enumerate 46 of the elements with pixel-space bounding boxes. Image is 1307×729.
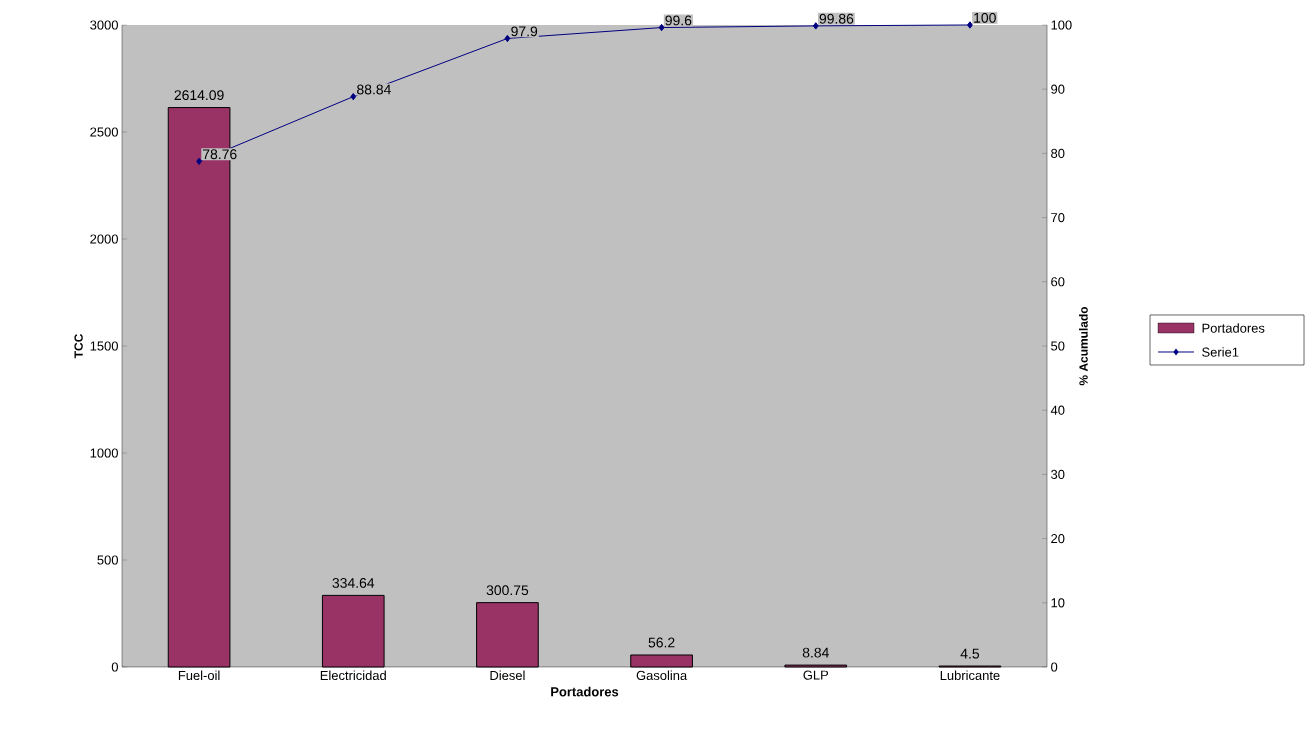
y2-tick-label: 80 (1051, 148, 1065, 158)
x-axis-title: Portadores (551, 686, 619, 697)
data-label: 88.84 (357, 84, 391, 95)
y-tick-label: 0 (111, 662, 118, 672)
y2-tick-label: 90 (1051, 84, 1065, 94)
y-tick-label: 2000 (90, 234, 118, 244)
y-tick-label: 1000 (90, 448, 118, 458)
data-label: 300.75 (486, 585, 529, 596)
data-label: 56.2 (648, 637, 675, 648)
y2-tick-label: 30 (1051, 469, 1065, 479)
point (658, 23, 665, 32)
y2-axis-title: % Acumulado (1079, 306, 1088, 386)
legend-label: Serie1 (1202, 347, 1239, 357)
x-tick-label: GLP (803, 670, 829, 680)
legend-label: Portadores (1202, 323, 1265, 333)
y2-tick-label: 10 (1051, 598, 1065, 608)
data-label: 100 (974, 12, 996, 23)
x-tick-label: Lubricante (940, 670, 1000, 681)
y2-tick-label: 50 (1051, 341, 1065, 351)
data-label: 97.9 (511, 26, 538, 37)
data-label: 2614.09 (174, 90, 224, 101)
data-label: 99.86 (819, 13, 854, 24)
y-tick-label: 2500 (90, 127, 118, 137)
y2-tick-label: 70 (1051, 213, 1065, 223)
y-tick-label: 500 (97, 555, 118, 565)
data-label: 334.64 (332, 577, 375, 588)
y-axis-title: TCC (74, 334, 83, 359)
point (967, 21, 973, 29)
x-tick-label: Diesel (490, 670, 525, 681)
y-tick-label: 3000 (90, 20, 118, 30)
x-tick-label: Electricidad (320, 670, 386, 681)
data-label: 99.6 (665, 15, 692, 26)
y-tick-label: 1500 (90, 341, 118, 351)
x-tick-label: Fuel-oil (178, 670, 220, 681)
y2-tick-label: 60 (1051, 277, 1065, 287)
x-tick-label: Gasolina (636, 670, 688, 681)
y2-tick-label: 40 (1050, 405, 1065, 415)
y2-tick-label: 20 (1051, 534, 1065, 544)
y2-tick-label: 100 (1051, 20, 1072, 30)
data-label: 8.84 (802, 647, 829, 658)
point (504, 34, 511, 43)
data-label: 4.5 (960, 648, 980, 659)
point (350, 92, 357, 101)
point (812, 22, 819, 30)
y2-tick-label: 0 (1051, 662, 1058, 672)
data-label: 78.76 (203, 149, 237, 160)
